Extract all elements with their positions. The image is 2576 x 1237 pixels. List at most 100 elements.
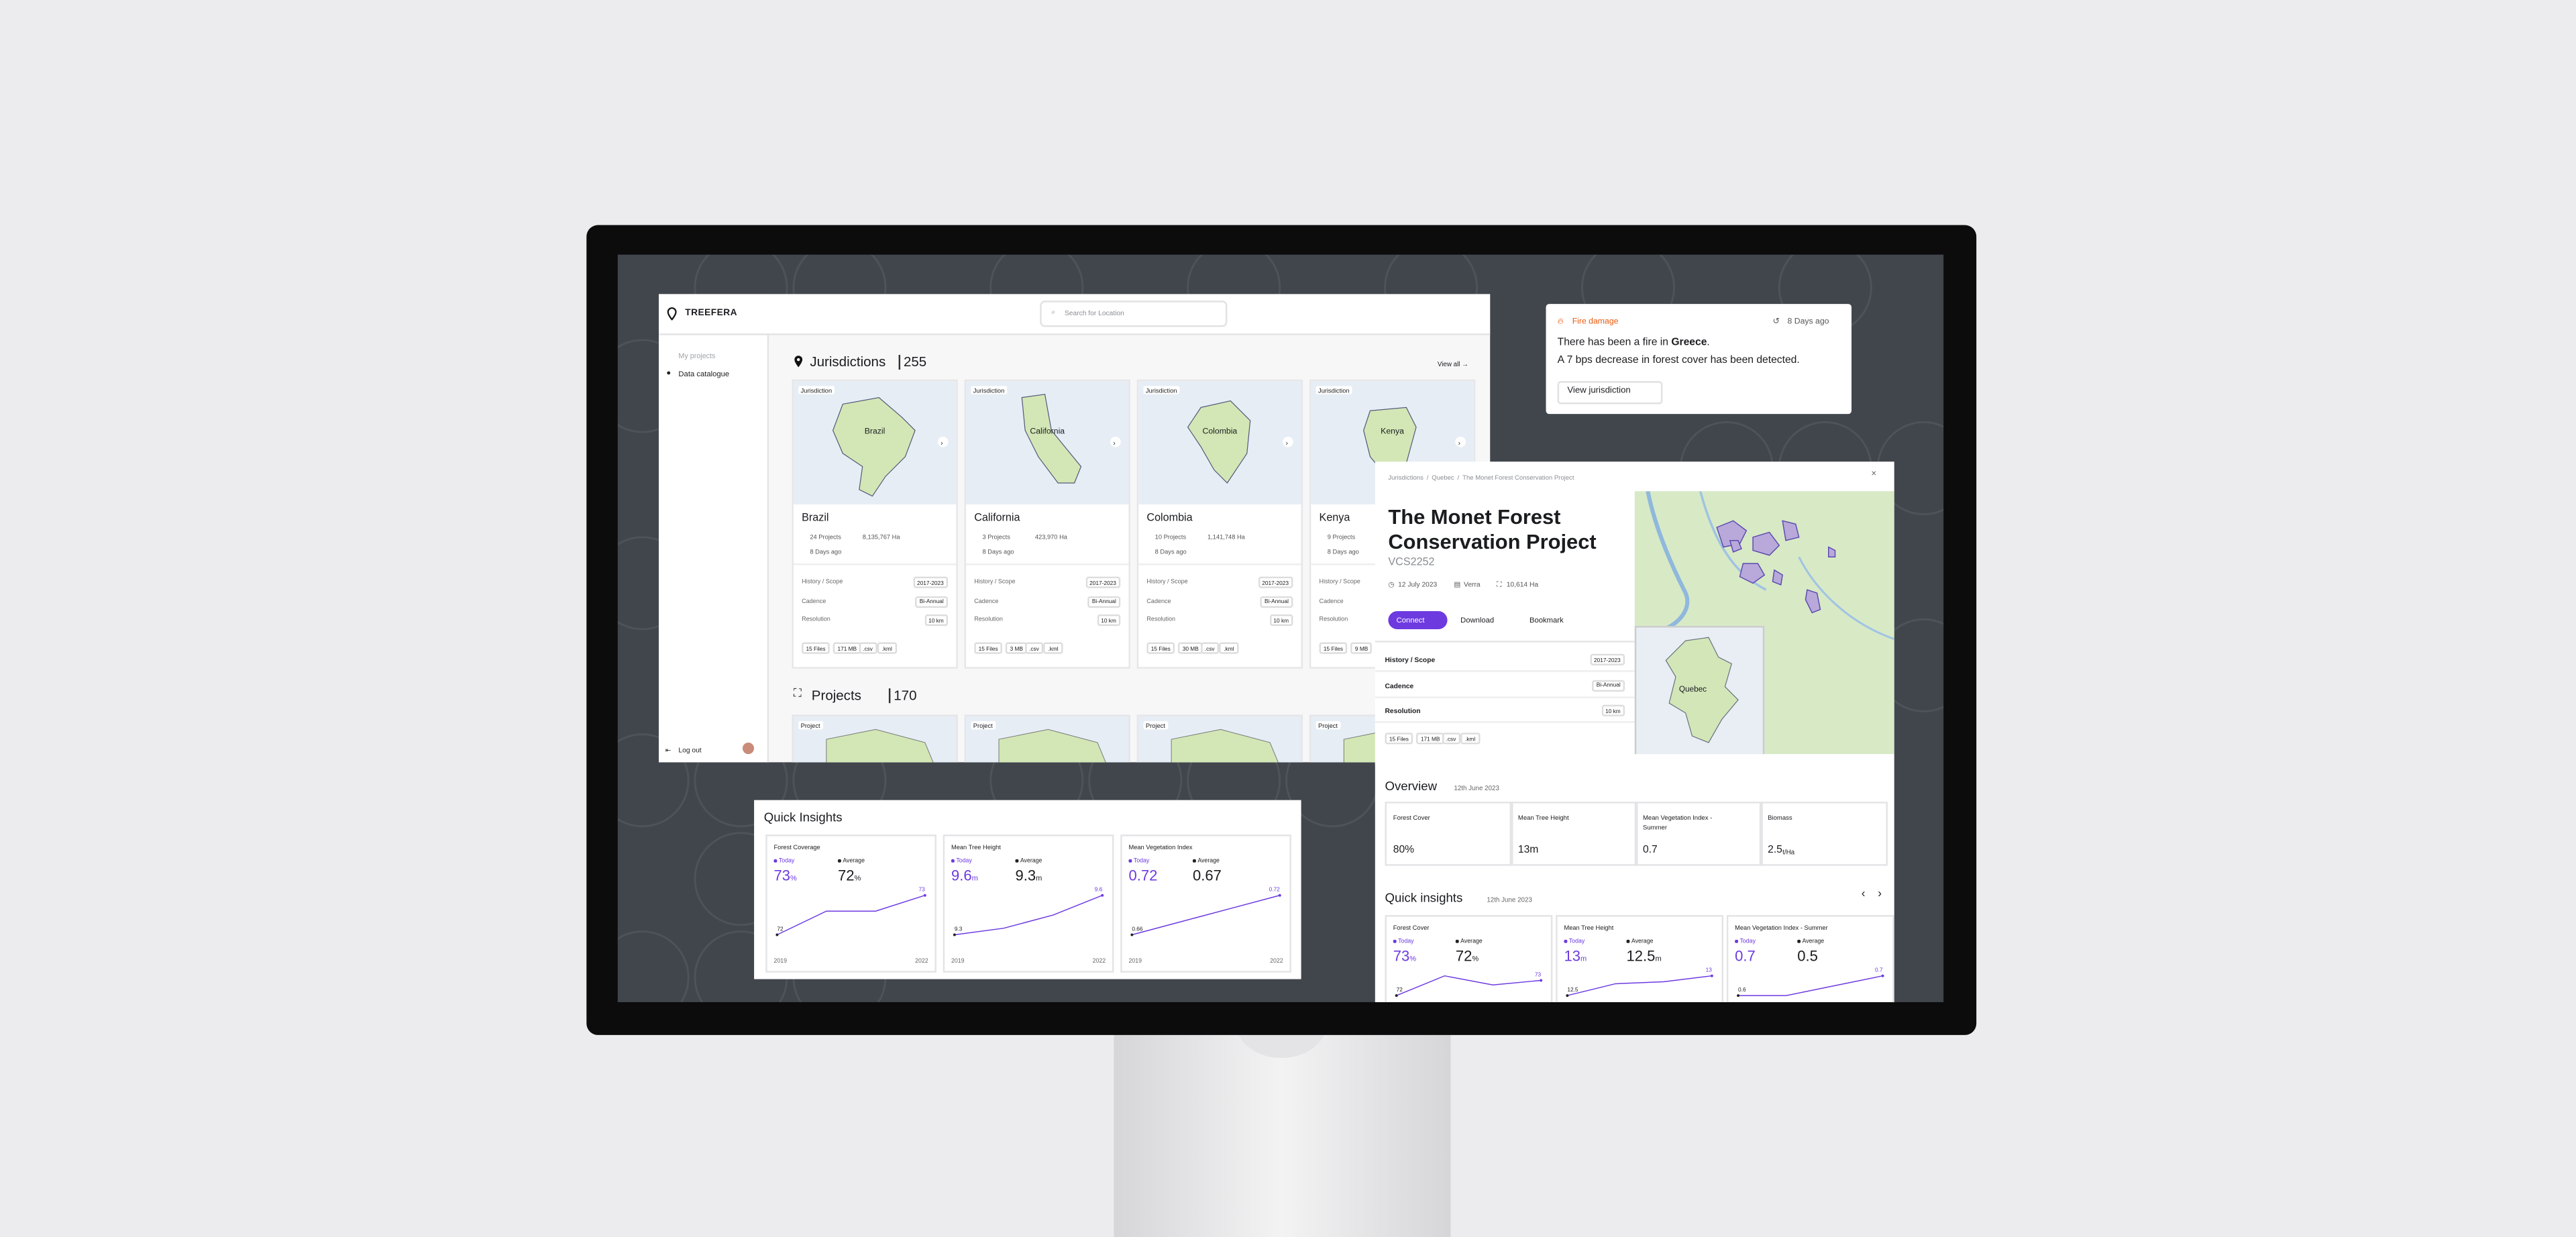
today-value: 73% bbox=[773, 867, 797, 884]
start-point bbox=[1130, 933, 1134, 936]
notification: 🔥︎ Fire damage ↺ 8 Days ago There has be… bbox=[1546, 304, 1852, 415]
trend-line bbox=[1738, 975, 1883, 996]
legend-dot bbox=[1128, 859, 1132, 862]
overview-date: 12th June 2023 bbox=[1454, 782, 1499, 792]
file-tag: .csv bbox=[1024, 642, 1044, 655]
action-label[interactable]: Connect bbox=[1396, 615, 1425, 624]
avatar[interactable] bbox=[742, 742, 755, 755]
nav-arrow-bg bbox=[1110, 436, 1121, 447]
today-value: 0.72 bbox=[1128, 867, 1158, 884]
row-value: Bi-Annual bbox=[1087, 595, 1121, 608]
average-label: Average bbox=[1020, 857, 1042, 865]
row-label: History / Scope bbox=[1385, 655, 1436, 664]
breadcrumb[interactable]: Jurisdictions bbox=[1388, 472, 1424, 481]
view-all[interactable]: View all → bbox=[1437, 359, 1468, 368]
inset-shape bbox=[1665, 637, 1739, 743]
breadcrumb[interactable]: The Monet Forest Conservation Project bbox=[1462, 472, 1574, 481]
jurisdiction-card[interactable]: Colombia Jurisdiction › Colombia 10 Projects… bbox=[1136, 379, 1303, 669]
divider bbox=[1375, 670, 1635, 671]
logout-icon: ⇤ bbox=[665, 745, 672, 755]
file-tag: .csv bbox=[1442, 733, 1460, 745]
meta-item: 12 July 2023 bbox=[1398, 580, 1438, 588]
row-value: 10 km bbox=[1269, 614, 1293, 627]
notification-button[interactable] bbox=[1557, 381, 1663, 405]
trend-line bbox=[777, 895, 926, 936]
start-label: 9.3 bbox=[955, 925, 963, 932]
card-map: Colombia Jurisdiction › bbox=[1138, 381, 1301, 504]
today-label: Today bbox=[778, 857, 795, 865]
end-label: 0.7 bbox=[1875, 967, 1883, 973]
divider bbox=[1375, 721, 1635, 722]
end-label: 0.72 bbox=[1269, 886, 1281, 893]
today-value: 0.7 bbox=[1735, 948, 1756, 965]
pin-icon bbox=[794, 356, 803, 368]
breadcrumb[interactable]: Quebec bbox=[1432, 472, 1454, 481]
start-label: 72 bbox=[1397, 986, 1403, 993]
jurisdiction-card[interactable]: California Jurisdiction › California 3 Proje… bbox=[964, 379, 1130, 669]
row-label: History / Scope bbox=[802, 578, 843, 585]
notification-action[interactable]: View jurisdiction bbox=[1567, 386, 1631, 396]
row-value: Bi-Annual bbox=[915, 595, 949, 608]
close-button[interactable]: × bbox=[1871, 470, 1877, 480]
logout[interactable]: Log out bbox=[678, 745, 702, 755]
project-card[interactable]: Project bbox=[964, 714, 1130, 763]
search-box[interactable] bbox=[1040, 301, 1228, 327]
end-point bbox=[1710, 974, 1713, 977]
project-card[interactable]: Project bbox=[792, 714, 958, 763]
card-title: Colombia bbox=[1146, 513, 1193, 525]
app-window: TREEFERA ⌕ Search for Location My projec… bbox=[659, 294, 1491, 763]
end-label: 73 bbox=[919, 886, 926, 893]
projects-count: 24 Projects bbox=[810, 533, 841, 541]
card-title: Brazil bbox=[802, 513, 829, 525]
connect-button[interactable] bbox=[1388, 611, 1448, 629]
next-button[interactable]: › bbox=[1878, 888, 1882, 901]
file-tag: 15 Files bbox=[1385, 733, 1413, 745]
projects-count: 3 Projects bbox=[982, 533, 1010, 541]
separator: / bbox=[1457, 472, 1460, 481]
text: There has been a fire in bbox=[1557, 337, 1672, 349]
action-label[interactable]: Bookmark bbox=[1529, 615, 1564, 624]
area: 8,135,767 Ha bbox=[862, 533, 900, 541]
panel-title: Quick Insights bbox=[763, 810, 843, 825]
detail-code: VCS2252 bbox=[1388, 555, 1435, 568]
section-title: Jurisdictions bbox=[810, 353, 886, 370]
unit: % bbox=[790, 873, 797, 883]
project-card[interactable]: Project bbox=[1136, 714, 1303, 763]
row-label: Cadence bbox=[974, 597, 999, 604]
metric-label: Mean Vegetation Index - Summer bbox=[1643, 813, 1713, 830]
action-label[interactable]: Download bbox=[1460, 615, 1495, 624]
start-label: 12.5 bbox=[1567, 986, 1578, 993]
prev-button[interactable]: ‹ bbox=[1861, 888, 1866, 901]
jurisdiction-card[interactable]: Brazil Jurisdiction › Brazil 24 Projects 8,13… bbox=[792, 379, 958, 669]
insights-title: Quick insights bbox=[1385, 890, 1463, 906]
map-shape bbox=[1021, 394, 1121, 484]
nav-arrow: › bbox=[1458, 437, 1461, 446]
divider bbox=[966, 563, 1129, 564]
nav-item[interactable]: My projects bbox=[678, 352, 716, 360]
map-art bbox=[1646, 491, 1894, 641]
divider bbox=[1138, 563, 1301, 564]
nav-arrow: › bbox=[1285, 437, 1288, 446]
row-label: History / Scope bbox=[974, 578, 1016, 585]
end-point bbox=[1540, 979, 1543, 982]
chart-title: Mean Vegetation Index - Summer bbox=[1735, 924, 1828, 932]
row-label: Cadence bbox=[1319, 597, 1344, 604]
nav-item[interactable]: Data catalogue bbox=[678, 368, 730, 378]
start-label: 0.66 bbox=[1132, 925, 1143, 932]
legend-dot bbox=[1192, 859, 1195, 862]
text: . bbox=[1707, 337, 1710, 349]
end-label: 13 bbox=[1706, 967, 1713, 973]
card-title: Kenya bbox=[1319, 513, 1350, 525]
meta-icon: ▤ bbox=[1454, 580, 1461, 588]
unit: m bbox=[971, 873, 978, 883]
divider bbox=[898, 354, 900, 370]
row-value: Bi-Annual bbox=[1592, 679, 1625, 692]
x-label: 2019 bbox=[951, 957, 965, 965]
map-shape bbox=[1171, 729, 1279, 763]
section-title: Projects bbox=[811, 686, 861, 704]
legend-dot bbox=[1626, 939, 1629, 943]
search-icon: ⌕ bbox=[1051, 307, 1055, 316]
row-label: Resolution bbox=[1146, 616, 1176, 623]
x-label: 2019 bbox=[773, 957, 788, 965]
metric-value: 0.7 bbox=[1643, 844, 1658, 856]
